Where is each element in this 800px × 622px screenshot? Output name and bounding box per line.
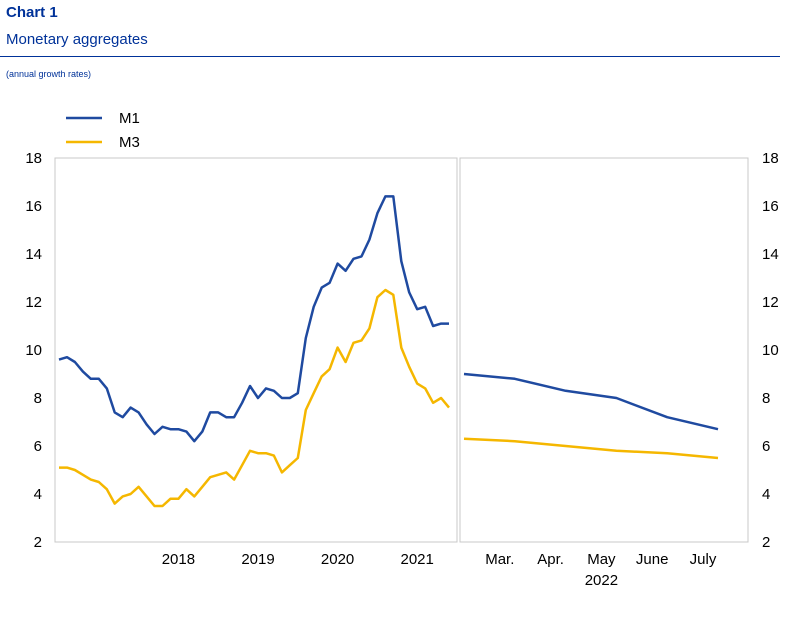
y-tick-label-right: 4 <box>762 486 770 503</box>
y-tick-label-right: 2 <box>762 534 770 551</box>
y-tick-label-left: 2 <box>34 534 42 551</box>
series-line-m1-left <box>58 195 449 443</box>
y-tick-label-left: 18 <box>25 150 42 167</box>
y-tick-label-right: 6 <box>762 438 770 455</box>
series-line-m1-right <box>463 372 719 431</box>
legend-label-m3: M3 <box>119 134 140 151</box>
y-tick-label-left: 14 <box>25 246 42 263</box>
x-tick-label-right: Apr. <box>537 551 564 568</box>
x-tick-label-right: June <box>636 551 669 568</box>
chart-title: Chart 1 <box>6 4 58 21</box>
legend-label-m1: M1 <box>119 110 140 127</box>
y-tick-label-left: 12 <box>25 294 42 311</box>
x-tick-label-right: May <box>587 551 616 568</box>
left-panel-frame <box>54 157 458 543</box>
y-tick-label-right: 10 <box>762 342 779 359</box>
y-tick-label-left: 4 <box>34 486 42 503</box>
right-panel-frame <box>459 157 749 543</box>
series-line-m3-right <box>463 437 719 460</box>
x-tick-label-left: 2021 <box>401 551 434 568</box>
y-tick-label-left: 10 <box>25 342 42 359</box>
x-tick-label-right: July <box>690 551 717 568</box>
x-tick-label-left: 2020 <box>321 551 354 568</box>
y-tick-label-right: 18 <box>762 150 779 167</box>
chart-note: (annual growth rates) <box>6 69 92 79</box>
x-tick-label-left: 2019 <box>241 551 274 568</box>
axis-ticks: 2 2 4 4 6 6 8 8 10 10 12 12 14 14 16 16 18 18 2018 2019 2020… <box>25 150 778 589</box>
y-tick-label-left: 16 <box>25 198 42 215</box>
panel-frames <box>54 157 749 543</box>
x-tick-label-right: Mar. <box>485 551 514 568</box>
y-tick-label-right: 14 <box>762 246 779 263</box>
x-year-label: 2022 <box>585 572 618 589</box>
title-divider <box>0 56 780 57</box>
y-tick-label-left: 8 <box>34 390 42 407</box>
series-line-m3-left <box>59 288 450 508</box>
y-tick-label-left: 6 <box>34 438 42 455</box>
y-tick-label-right: 8 <box>762 390 770 407</box>
chart-subtitle: Monetary aggregates <box>6 31 148 48</box>
y-tick-label-right: 12 <box>762 294 779 311</box>
y-tick-label-right: 16 <box>762 198 779 215</box>
series-lines <box>58 195 719 508</box>
x-tick-label-left: 2018 <box>162 551 195 568</box>
